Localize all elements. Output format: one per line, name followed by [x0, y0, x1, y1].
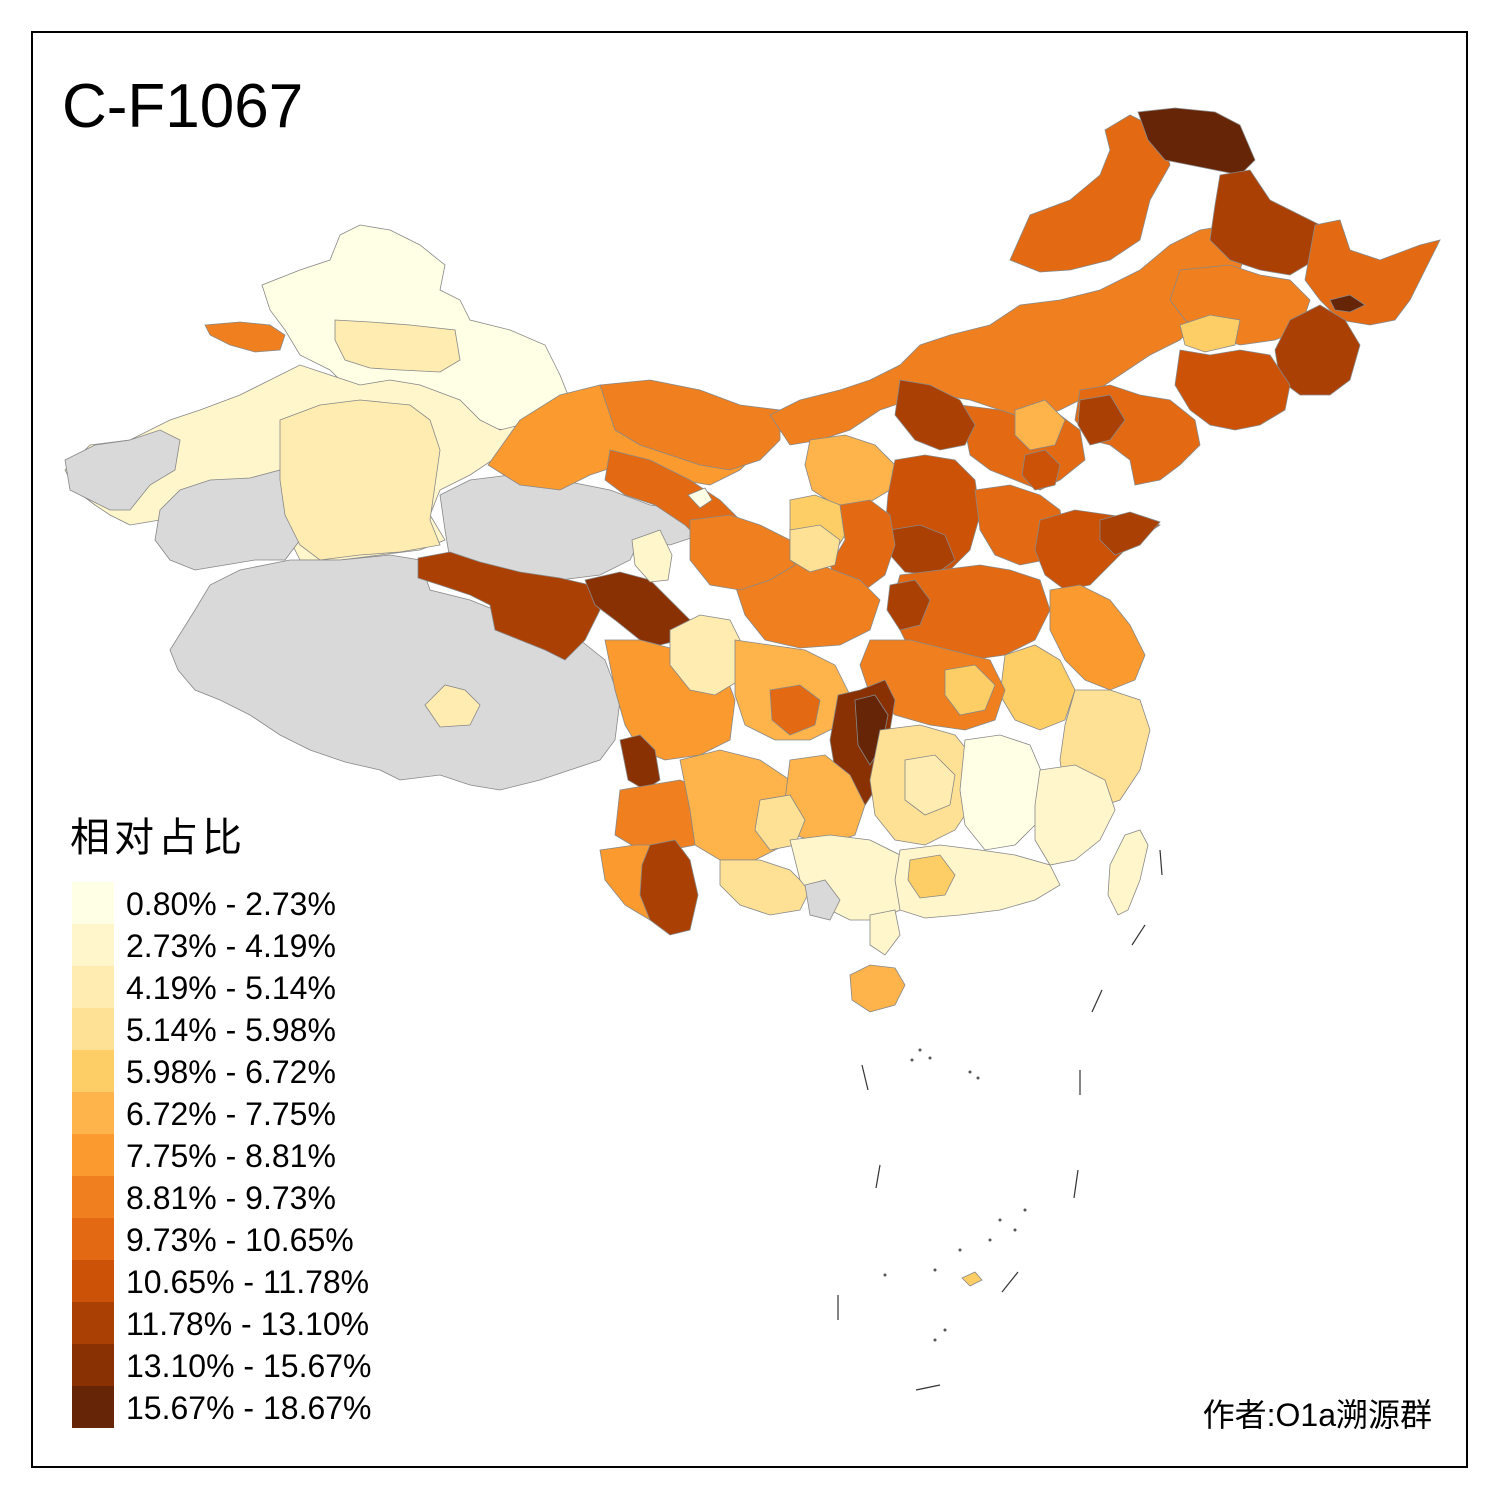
legend-swatch	[72, 1176, 114, 1218]
legend-label: 5.98% - 6.72%	[126, 1054, 336, 1090]
legend-label: 5.14% - 5.98%	[126, 1012, 336, 1048]
region-jixi-dark	[1329, 294, 1366, 313]
legend-label: 8.81% - 9.73%	[126, 1180, 336, 1216]
legend-swatch	[72, 1134, 114, 1176]
region-guangxi-gray	[804, 879, 841, 921]
region-heilongjiang-west	[1209, 169, 1321, 276]
legend-swatch	[72, 1218, 114, 1260]
legend-swatch	[72, 882, 114, 924]
region-innermongolia-east	[1009, 114, 1171, 273]
legend-swatch	[72, 1050, 114, 1092]
legend-label: 9.73% - 10.65%	[126, 1222, 354, 1258]
region-sichuan-orange	[769, 684, 821, 736]
region-scs-island	[961, 1271, 983, 1287]
legend-swatch	[72, 1344, 114, 1386]
region-jiangsu	[1049, 584, 1146, 691]
region-harbin	[1179, 314, 1241, 353]
region-hubei-yellow	[944, 664, 996, 716]
legend-label: 0.80% - 2.73%	[126, 886, 336, 922]
region-gansu-yellow	[789, 524, 841, 573]
region-hebei-yellow	[1014, 399, 1066, 451]
map-frame	[31, 31, 1468, 1468]
region-innermongolia-alxa	[599, 379, 781, 471]
region-hainan	[849, 964, 906, 1013]
region-xishuangbanna	[639, 839, 699, 936]
region-xinjiang-central	[334, 319, 461, 373]
region-jiangxi	[959, 734, 1046, 851]
region-qinghai-haixi	[417, 551, 601, 661]
author-credit: 作者:O1a溯源群	[1202, 1397, 1432, 1433]
nine-dash-line	[837, 849, 1163, 1391]
legend-swatch	[72, 1092, 114, 1134]
region-xinjiang-gray-south	[154, 469, 301, 571]
region-hunan-pale	[904, 754, 956, 816]
legend-label: 6.72% - 7.75%	[126, 1096, 336, 1132]
region-fujian	[1034, 764, 1116, 866]
region-xinjiang-yili	[204, 321, 286, 353]
scs-small-islands	[883, 1048, 1027, 1342]
legend-swatch	[72, 1386, 114, 1428]
region-henan-west	[886, 579, 931, 631]
region-gansu-south	[689, 514, 796, 591]
legend-swatch	[72, 1008, 114, 1050]
legend-title: 相对占比	[70, 816, 246, 860]
region-taiwan	[1107, 829, 1149, 916]
region-shandong-east	[1099, 511, 1161, 556]
map-title: C-F1067	[62, 72, 304, 141]
legend-label: 11.78% - 13.10%	[126, 1306, 370, 1342]
legend-swatch	[72, 1302, 114, 1344]
region-qinghai-east	[631, 529, 673, 583]
region-leizhou	[869, 909, 901, 956]
region-shanxi-dark	[889, 524, 956, 576]
region-zhangjiakou	[894, 379, 976, 451]
legend-swatch	[72, 966, 114, 1008]
region-mudanjiang	[1274, 304, 1361, 396]
region-guangdong-orange	[907, 854, 956, 899]
legend-label: 13.10% - 15.67%	[126, 1348, 372, 1384]
legend-swatch	[72, 924, 114, 966]
region-xinjiang-east	[279, 399, 441, 561]
region-gansu-spot	[687, 487, 713, 509]
region-beijing-tianjin	[1021, 449, 1061, 491]
region-jilin	[1174, 349, 1291, 431]
legend-label: 2.73% - 4.19%	[126, 928, 336, 964]
region-hohhot	[804, 434, 896, 506]
region-xinjiang-gray-west	[64, 429, 181, 511]
region-anhui	[999, 644, 1076, 731]
legend-label: 15.67% - 18.67%	[126, 1390, 372, 1426]
region-yunnan-west-dark	[619, 734, 661, 791]
legend-label: 7.75% - 8.81%	[126, 1138, 336, 1174]
legend-label: 4.19% - 5.14%	[126, 970, 336, 1006]
region-tibet-yellow	[424, 684, 481, 728]
region-yunnan-south	[719, 859, 811, 916]
legend-swatch	[72, 1260, 114, 1302]
legend-label: 10.65% - 11.78%	[126, 1264, 370, 1300]
region-liaoning-west	[1077, 394, 1126, 446]
